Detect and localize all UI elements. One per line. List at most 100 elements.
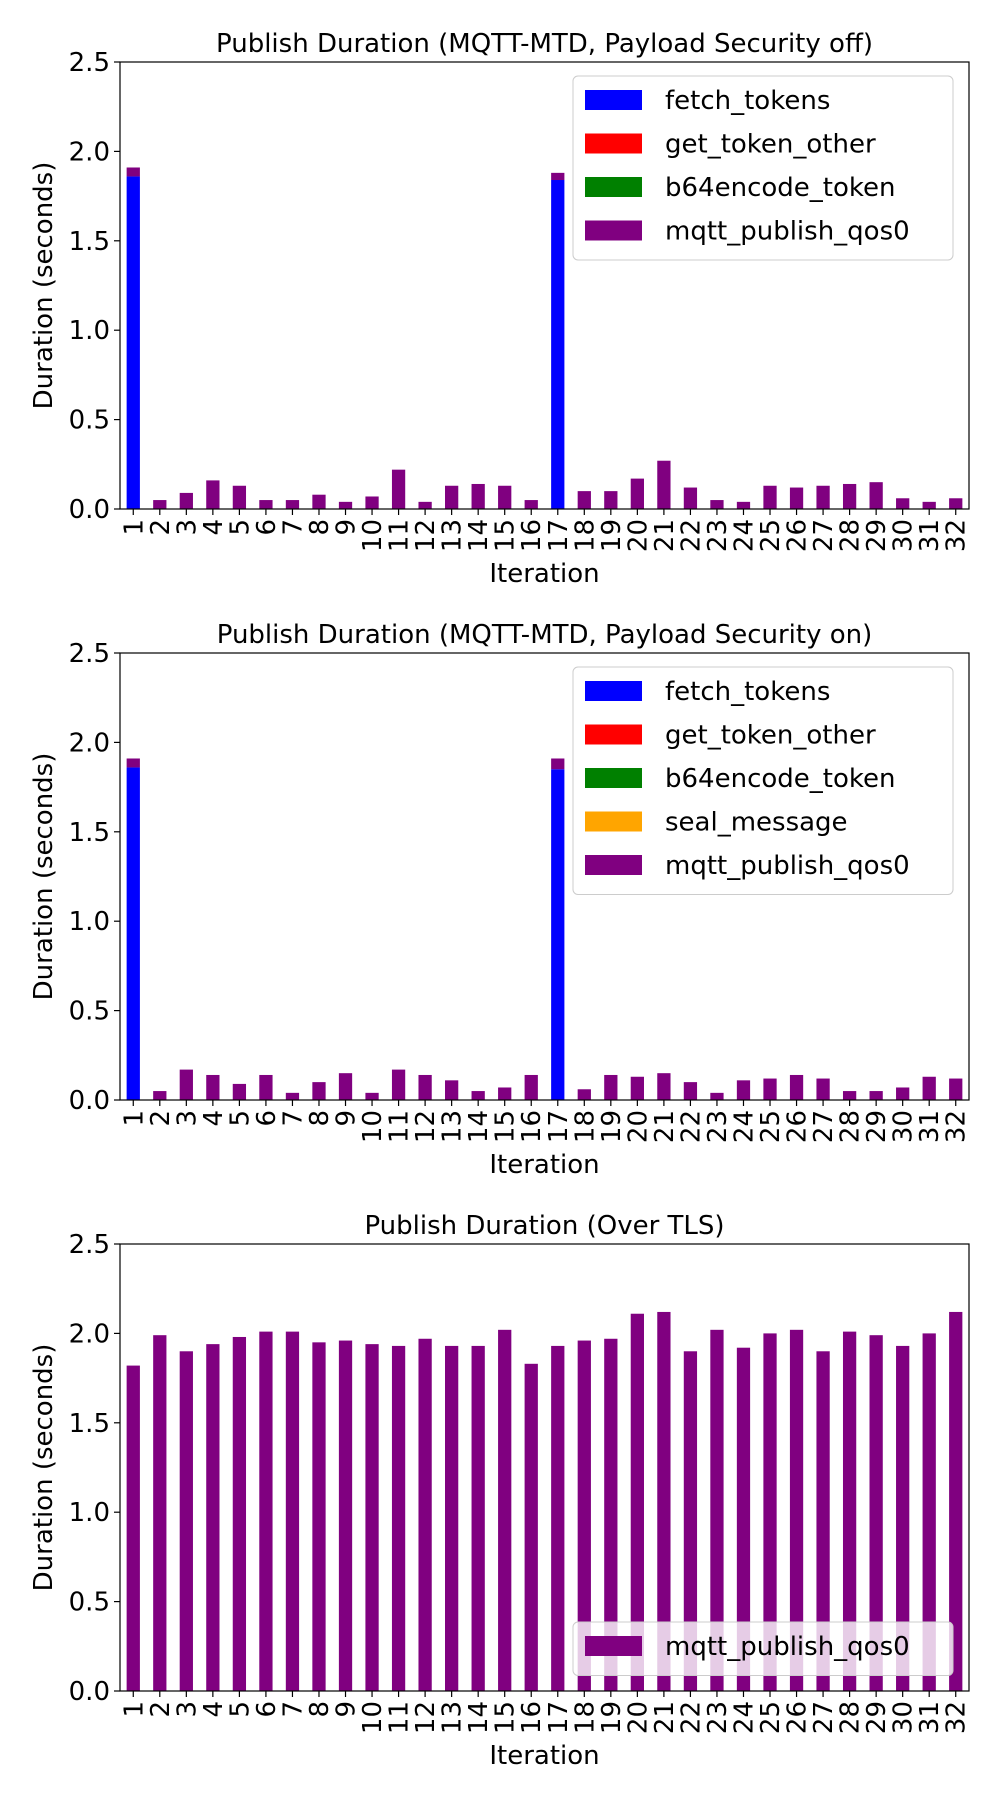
chart-3-legend: mqtt_publish_qos0 (572, 1621, 954, 1676)
chart-3-xtick-label: 8 (305, 1701, 335, 1718)
chart-3-frame (119, 1243, 970, 1692)
chart-3-xtick-label: 19 (597, 1701, 627, 1734)
chart-1-bar-mqtt_publish_qos0-2 (153, 500, 167, 509)
chart-3-bar-mqtt_publish_qos0-23 (710, 1329, 724, 1691)
chart-3-bar-mqtt_publish_qos0-18 (577, 1340, 591, 1691)
chart-3-xtick-label: 12 (411, 1701, 441, 1734)
chart-2-bar-mqtt_publish_qos0-26 (789, 1074, 804, 1100)
chart-3-bar-mqtt_publish_qos0-27 (816, 1351, 830, 1691)
chart-1-bar-mqtt_publish_qos0-30 (896, 498, 910, 509)
chart-2-xtick-label: 2 (146, 1110, 176, 1127)
chart-1-bar-mqtt_publish_qos0-10 (365, 496, 379, 509)
chart-2-legend-swatch-fetch_tokens (585, 681, 642, 701)
chart-2-legend: fetch_tokens get_token_other b64encode_tok… (572, 666, 954, 895)
chart-2-bar-mqtt_publish_qos0-17 (551, 758, 565, 770)
chart-3-ytick-label: 1.5 (69, 1409, 110, 1439)
chart-1-xtick-label: 10 (358, 519, 388, 552)
chart-2-ytick-label: 0.5 (69, 997, 110, 1027)
chart-3-xtick-label: 5 (225, 1701, 255, 1718)
chart-3-bar-mqtt_publish_qos0-4 (206, 1344, 220, 1691)
chart-2-bar-mqtt_publish_qos0-19 (604, 1074, 618, 1100)
chart-2-bar-mqtt_publish_qos0-24 (736, 1080, 751, 1100)
chart-3-xtick-label: 7 (278, 1701, 308, 1718)
chart-1-legend-swatch-mqtt_publish_qos0 (585, 220, 642, 241)
chart-2-bar-mqtt_publish_qos0-15 (498, 1087, 512, 1100)
chart-1-xtick-label: 13 (438, 519, 468, 552)
chart-2-legend-label-b64encode_token: b64encode_token (665, 764, 895, 794)
chart-2-xtick-label: 26 (783, 1110, 813, 1143)
chart-2-xtick-label: 31 (915, 1110, 945, 1143)
chart-3-bar-mqtt_publish_qos0-10 (365, 1344, 379, 1691)
chart-1-xtick-label: 11 (385, 519, 415, 552)
chart-2-bar-mqtt_publish_qos0-18 (577, 1089, 591, 1100)
chart-1-xtick-label: 32 (942, 519, 972, 552)
chart-3-bar-mqtt_publish_qos0-7 (285, 1331, 300, 1691)
chart-1-bar-mqtt_publish_qos0-3 (179, 492, 193, 509)
chart-1-bar-mqtt_publish_qos0-19 (604, 491, 618, 509)
chart-3-xtick-label: 10 (358, 1701, 388, 1734)
chart-2-xtick-label: 6 (252, 1110, 282, 1127)
chart-1-bar-mqtt_publish_qos0-16 (524, 500, 538, 509)
chart-1-bar-mqtt_publish_qos0-8 (312, 494, 326, 509)
chart-2-y-axis: 0.0 0.5 1.0 1.5 2.0 2.5 (69, 639, 120, 1116)
chart-2-xtick-label: 27 (809, 1110, 839, 1143)
chart-1-ylabel: Duration (seconds) (29, 162, 59, 410)
chart-3-legend-box (572, 1621, 954, 1676)
chart-1: Publish Duration (MQTT-MTD, Payload Secu… (29, 29, 972, 589)
chart-2-legend-box (572, 666, 954, 895)
chart-2-bar-mqtt_publish_qos0-6 (259, 1074, 273, 1100)
chart-2-title: Publish Duration (MQTT-MTD, Payload Secu… (217, 620, 873, 650)
chart-3-xtick-label: 32 (942, 1701, 972, 1734)
chart-2-legend-label-mqtt_publish_qos0: mqtt_publish_qos0 (665, 851, 910, 881)
chart-2-bar-mqtt_publish_qos0-28 (842, 1091, 857, 1100)
chart-2-xlabel: Iteration (489, 1150, 599, 1180)
chart-2-xtick-label: 3 (172, 1110, 202, 1127)
chart-3-xtick-label: 14 (464, 1701, 494, 1734)
chart-3-xtick-label: 3 (172, 1701, 202, 1718)
chart-1-xtick-label: 27 (809, 519, 839, 552)
chart-2-bar-mqtt_publish_qos0-31 (922, 1076, 936, 1100)
chart-2-bar-mqtt_publish_qos0-9 (338, 1073, 353, 1100)
chart-2-xtick-label: 12 (411, 1110, 441, 1143)
chart-3-xtick-label: 25 (756, 1701, 786, 1734)
chart-1-bar-mqtt_publish_qos0-14 (471, 483, 485, 509)
chart-2-bar-fetch_tokens-1 (126, 767, 140, 1100)
chart-2-bar-fetch_tokens-17 (551, 769, 565, 1100)
chart-1-bar-mqtt_publish_qos0-7 (285, 500, 300, 509)
chart-1-title: Publish Duration (MQTT-MTD, Payload Secu… (216, 29, 873, 59)
chart-1-bar-mqtt_publish_qos0-32 (949, 498, 963, 509)
chart-3-bar-mqtt_publish_qos0-17 (551, 1345, 565, 1691)
chart-2-bar-mqtt_publish_qos0-4 (206, 1074, 220, 1100)
chart-2-ytick-label: 0.0 (69, 1086, 110, 1116)
chart-3-xtick-label: 22 (676, 1701, 706, 1734)
chart-3-ytick-label: 2.0 (69, 1319, 110, 1349)
chart-1-legend-swatch-fetch_tokens (585, 90, 642, 110)
chart-3-xlabel: Iteration (489, 1741, 599, 1771)
chart-1-xtick-label: 14 (464, 519, 494, 552)
chart-2-xtick-label: 8 (305, 1110, 335, 1127)
chart-2-bar-mqtt_publish_qos0-8 (312, 1082, 326, 1100)
chart-1-xtick-label: 7 (278, 519, 308, 536)
chart-1-xtick-label: 3 (172, 519, 202, 536)
chart-3-bar-mqtt_publish_qos0-29 (869, 1335, 883, 1691)
chart-1-xtick-label: 28 (836, 519, 866, 552)
chart-1-xtick-label: 21 (650, 519, 680, 552)
chart-2-bar-mqtt_publish_qos0-3 (179, 1069, 193, 1100)
chart-2-bar-mqtt_publish_qos0-32 (949, 1078, 963, 1100)
chart-3-ytick-label: 2.5 (69, 1230, 110, 1260)
chart-3-xtick-label: 20 (623, 1701, 653, 1734)
chart-3-xtick-label: 6 (252, 1701, 282, 1718)
chart-1-xtick-label: 30 (889, 519, 919, 552)
chart-1-legend-box (572, 75, 954, 261)
chart-1-xtick-label: 12 (411, 519, 441, 552)
chart-3-bar-mqtt_publish_qos0-31 (922, 1333, 936, 1691)
chart-3-bar-mqtt_publish_qos0-15 (498, 1329, 512, 1691)
chart-3-bar-mqtt_publish_qos0-1 (126, 1365, 140, 1691)
chart-2-xtick-label: 10 (358, 1110, 388, 1143)
chart-1-bar-mqtt_publish_qos0-29 (869, 482, 883, 509)
chart-1-legend: fetch_tokens get_token_other b64encode_tok… (572, 75, 954, 261)
chart-2-bar-mqtt_publish_qos0-11 (391, 1069, 406, 1100)
chart-1-bar-mqtt_publish_qos0-24 (736, 501, 751, 509)
chart-1-bar-mqtt_publish_qos0-12 (418, 501, 432, 509)
chart-2-xtick-label: 14 (464, 1110, 494, 1143)
